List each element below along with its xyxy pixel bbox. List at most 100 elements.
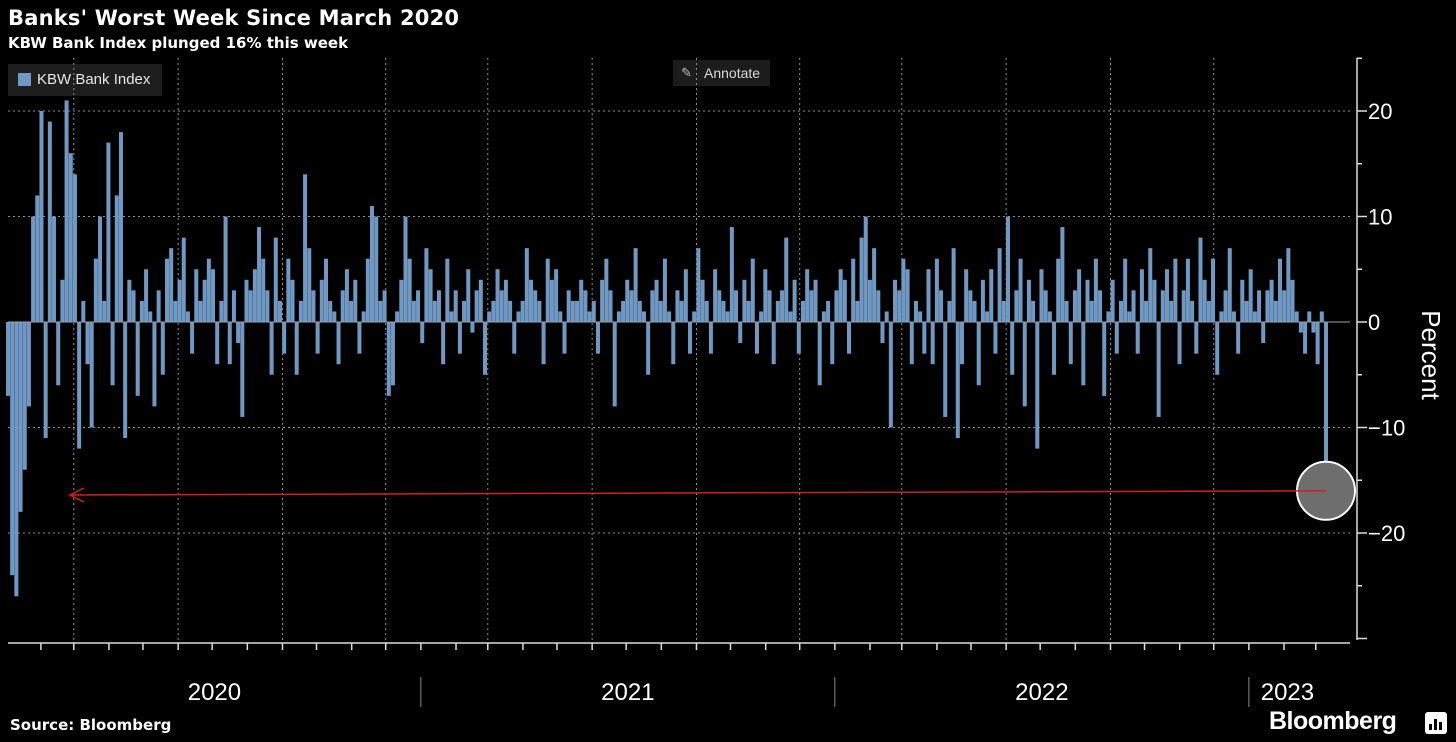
annotate-button[interactable]: ✎ Annotate	[673, 60, 770, 86]
bar	[466, 269, 471, 322]
bar	[859, 237, 864, 322]
bar	[646, 322, 651, 375]
bar	[1056, 258, 1061, 322]
bar	[206, 258, 211, 322]
bar	[1039, 269, 1044, 322]
bar	[1156, 322, 1161, 417]
bar	[893, 279, 898, 322]
bar	[441, 322, 446, 365]
bar	[1190, 300, 1195, 322]
bar	[1098, 290, 1103, 322]
bar	[713, 269, 718, 322]
bar	[424, 248, 429, 322]
bar	[1114, 322, 1119, 354]
y-axis-label: Percent	[1416, 310, 1446, 400]
bar	[537, 300, 542, 322]
bar	[1319, 311, 1324, 322]
bar	[1127, 311, 1132, 322]
legend-label: KBW Bank Index	[37, 71, 151, 88]
bar	[378, 300, 383, 322]
bar	[641, 311, 646, 322]
bar	[608, 290, 613, 322]
bar	[52, 216, 57, 322]
bar	[1273, 300, 1278, 322]
bar	[1102, 322, 1107, 396]
bar	[662, 258, 667, 322]
bar	[558, 311, 563, 322]
bar	[1005, 216, 1011, 322]
bar	[939, 290, 944, 322]
bar	[432, 300, 437, 322]
bar	[629, 290, 634, 322]
bar	[771, 322, 776, 365]
bar	[763, 269, 768, 322]
bar	[583, 290, 588, 322]
bar	[482, 322, 487, 375]
bar	[344, 269, 349, 322]
bar	[328, 300, 333, 322]
bar	[562, 322, 567, 354]
bar	[503, 279, 508, 322]
bar	[549, 279, 554, 322]
bar	[817, 322, 822, 386]
bar	[374, 216, 379, 322]
bar	[1035, 322, 1040, 449]
bar	[955, 322, 960, 439]
bar	[1194, 322, 1199, 354]
bar	[399, 279, 404, 322]
bar	[332, 311, 337, 322]
bar	[905, 269, 910, 322]
x-year-label: 2020	[188, 679, 241, 706]
bar	[127, 279, 132, 322]
bar	[1144, 300, 1149, 322]
bar	[98, 216, 103, 322]
bar	[637, 300, 642, 322]
bar	[742, 279, 747, 322]
bar	[1089, 300, 1094, 322]
bar	[1022, 322, 1027, 407]
bar	[106, 142, 111, 322]
bar	[1307, 311, 1312, 322]
bar	[1135, 322, 1140, 354]
bar	[110, 322, 115, 386]
bar	[738, 322, 743, 344]
bar	[1286, 248, 1291, 322]
bar	[1298, 322, 1303, 333]
bar	[265, 290, 270, 322]
bar	[520, 300, 525, 322]
bar	[1323, 322, 1329, 491]
bar	[1223, 290, 1228, 322]
bar	[1303, 322, 1308, 354]
bar	[152, 322, 157, 407]
bar	[830, 322, 835, 365]
bar	[616, 311, 621, 322]
bar	[495, 269, 500, 322]
bar	[244, 279, 249, 322]
bar	[1148, 248, 1153, 322]
bar	[1052, 322, 1057, 375]
bar	[842, 279, 847, 322]
bar	[114, 195, 119, 322]
bar	[181, 237, 186, 322]
bar	[863, 216, 868, 322]
bar	[658, 300, 663, 322]
bar	[85, 322, 90, 365]
bar	[754, 322, 759, 354]
bar	[173, 300, 178, 322]
bar	[838, 269, 843, 322]
y-tick-label: 10	[1368, 205, 1392, 230]
chart-subtitle: KBW Bank Index plunged 16% this week	[8, 34, 349, 52]
bar	[692, 311, 697, 322]
bar	[1118, 300, 1123, 322]
bar	[872, 248, 877, 322]
bar	[386, 322, 391, 396]
bar	[227, 322, 232, 365]
legend[interactable]: KBW Bank Index	[8, 64, 162, 96]
bar	[704, 300, 709, 322]
bar	[1106, 311, 1111, 322]
bar	[286, 258, 291, 322]
bar	[160, 322, 165, 375]
bar	[654, 279, 659, 322]
bar	[809, 290, 814, 322]
